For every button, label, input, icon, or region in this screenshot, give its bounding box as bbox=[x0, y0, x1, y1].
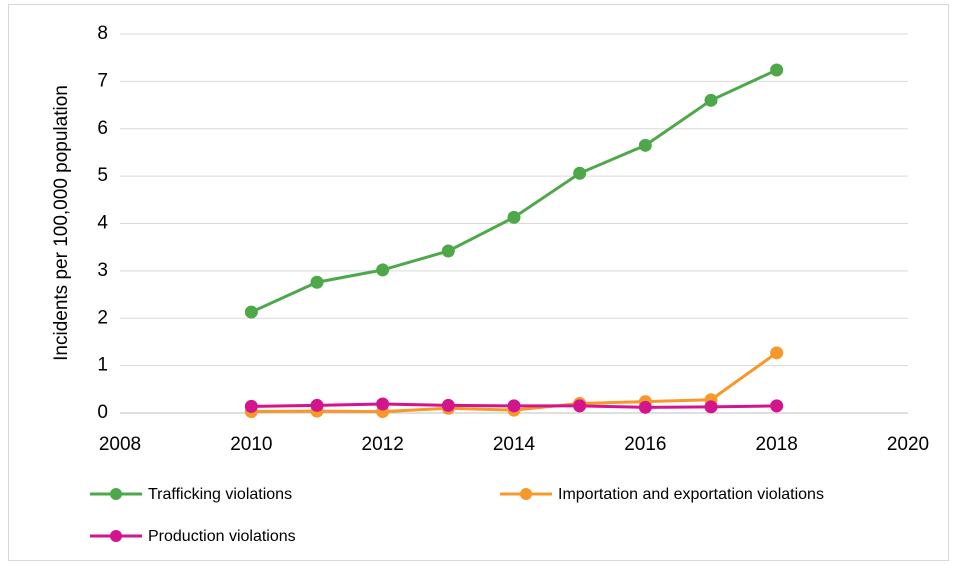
data-point bbox=[638, 400, 652, 414]
legend-marker bbox=[520, 488, 532, 500]
x-tick-label: 2014 bbox=[493, 434, 536, 455]
data-point bbox=[244, 305, 258, 319]
data-point bbox=[244, 399, 258, 413]
y-tick-label: 2 bbox=[97, 307, 108, 328]
legend-label: Trafficking violations bbox=[148, 486, 292, 503]
data-point bbox=[441, 244, 455, 258]
data-point bbox=[770, 346, 784, 360]
x-tick-label: 2018 bbox=[756, 434, 798, 455]
data-point bbox=[770, 399, 784, 413]
data-point bbox=[310, 398, 324, 412]
y-tick-label: 6 bbox=[97, 118, 108, 139]
chart-border bbox=[8, 4, 949, 561]
y-tick-label: 4 bbox=[97, 213, 108, 234]
x-tick-label: 2010 bbox=[230, 434, 272, 455]
y-tick-label: 1 bbox=[97, 355, 108, 376]
x-tick-label: 2016 bbox=[624, 434, 666, 455]
y-tick-label: 7 bbox=[97, 70, 108, 91]
legend-label: Importation and exportation violations bbox=[558, 486, 824, 503]
data-point bbox=[376, 397, 390, 411]
data-point bbox=[376, 263, 390, 277]
data-point bbox=[573, 166, 587, 180]
data-point bbox=[573, 399, 587, 413]
data-point bbox=[507, 210, 521, 224]
x-tick-label: 2020 bbox=[887, 434, 929, 455]
data-point bbox=[704, 400, 718, 414]
y-tick-label: 3 bbox=[97, 260, 108, 281]
legend-label: Production violations bbox=[148, 528, 296, 545]
y-tick-label: 8 bbox=[97, 23, 108, 44]
legend-marker bbox=[110, 488, 122, 500]
legend-marker bbox=[110, 530, 122, 542]
data-point bbox=[704, 93, 718, 107]
y-tick-label: 5 bbox=[97, 165, 108, 186]
x-tick-label: 2008 bbox=[99, 434, 141, 455]
data-point bbox=[507, 399, 521, 413]
y-tick-label: 0 bbox=[97, 402, 108, 423]
data-point bbox=[638, 138, 652, 152]
x-tick-label: 2012 bbox=[362, 434, 404, 455]
data-point bbox=[770, 63, 784, 77]
data-point bbox=[310, 275, 324, 289]
data-point bbox=[441, 398, 455, 412]
y-axis-label: Incidents per 100,000 population bbox=[51, 85, 72, 361]
